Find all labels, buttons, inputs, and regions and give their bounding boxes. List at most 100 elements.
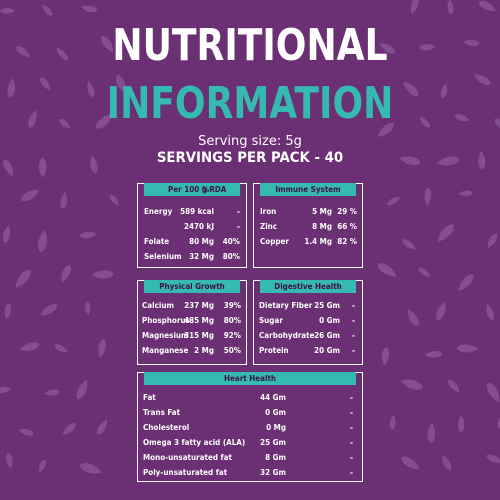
- leaf-decoration: [87, 81, 95, 98]
- leaf-decoration: [2, 225, 10, 243]
- leaf-decoration: [419, 116, 430, 128]
- nutrient-name: Mono-unsaturated fat: [143, 453, 232, 462]
- nutrient-name: Energy: [144, 207, 173, 216]
- leaf-decoration: [458, 190, 473, 197]
- leaf-decoration: [442, 454, 452, 471]
- title-information: INFORMATION: [106, 78, 394, 129]
- leaf-decoration: [56, 47, 68, 61]
- nutrient-name: Cholesterol: [143, 423, 190, 432]
- nutrient-amount: 0 Gm: [265, 408, 286, 417]
- table-row: Copper 1.4 Mg 82 %: [254, 235, 362, 249]
- leaf-decoration: [101, 36, 114, 53]
- nutrient-amount: 315 Mg: [184, 331, 214, 340]
- leaf-decoration: [109, 194, 120, 206]
- nutrient-rda: -: [350, 468, 353, 477]
- table-row: Phosphorus 485 Mg 80%: [138, 314, 246, 328]
- nutrient-rda: 40%: [222, 237, 240, 246]
- leaf-decoration: [98, 339, 106, 358]
- leaf-decoration: [79, 231, 98, 239]
- table-row: Dietary Fiber 25 Gm -: [254, 299, 362, 313]
- digestive-health-header: Digestive Health: [260, 280, 356, 293]
- leaf-decoration: [0, 8, 16, 14]
- leaf-decoration: [21, 190, 40, 202]
- leaf-decoration: [39, 459, 46, 473]
- leaf-decoration: [419, 44, 436, 51]
- table-row: Fat 44 Gm -: [138, 391, 362, 405]
- leaf-decoration: [381, 347, 390, 366]
- nutrient-name: Sugar: [259, 316, 283, 325]
- table-row: 2470 kJ -: [138, 220, 246, 234]
- leaf-decoration: [4, 303, 12, 320]
- nutrient-amount: 589 kcal: [180, 207, 214, 216]
- heart-health-header: Heart Health: [144, 372, 356, 385]
- digestive-health-table: Digestive Health Dietary Fiber 25 Gm - Suga…: [253, 280, 363, 365]
- leaf-decoration: [436, 156, 460, 166]
- leaf-decoration: [387, 197, 400, 206]
- nutrient-name: Carbohydrate: [259, 331, 315, 340]
- table-row: Protein 20 Gm -: [254, 344, 362, 358]
- energy-table-header: Per 100 g %RDA: [144, 183, 240, 196]
- leaf-decoration: [3, 159, 14, 177]
- nutrient-rda: -: [350, 423, 353, 432]
- leaf-decoration: [402, 239, 416, 250]
- nutrient-name: Calcium: [142, 301, 174, 310]
- nutrient-amount: 20 Gm: [314, 346, 340, 355]
- leaf-decoration: [418, 267, 431, 277]
- servings-per-pack: SERVINGS PER PACK - 40: [156, 150, 344, 166]
- leaf-decoration: [95, 113, 113, 129]
- leaf-decoration: [90, 155, 98, 174]
- leaf-decoration: [54, 344, 68, 353]
- leaf-decoration: [38, 157, 47, 178]
- leaf-decoration: [458, 415, 465, 433]
- leaf-decoration: [400, 379, 424, 390]
- leaf-decoration: [38, 230, 47, 253]
- leaf-decoration: [427, 422, 436, 444]
- heart-health-table: Heart Health Fat 44 Gm - Trans Fat 0 Gm - Chol…: [137, 372, 363, 482]
- table-row: Poly-unsaturated fat 32 Gm -: [138, 466, 362, 480]
- leaf-decoration: [62, 423, 76, 436]
- nutrient-amount: 32 Mg: [189, 252, 214, 261]
- nutrient-name: Dietary Fiber: [259, 301, 313, 310]
- leaf-decoration: [80, 5, 98, 13]
- table-row: Manganese 2 Mg 50%: [138, 344, 246, 358]
- nutrient-amount: 8 Mg: [312, 222, 332, 231]
- energy-table: Per 100 g %RDA Energy 589 kcal - 2470 kJ - Fo…: [137, 183, 247, 268]
- nutrient-name: Omega 3 fatty acid (ALA): [143, 438, 246, 447]
- leaf-decoration: [79, 463, 102, 474]
- nutrient-amount: 44 Gm: [260, 393, 286, 402]
- leaf-decoration: [497, 413, 500, 429]
- leaf-decoration: [379, 43, 395, 54]
- leaf-decoration: [487, 382, 500, 403]
- table-row: Magnesium 315 Mg 92%: [138, 329, 246, 343]
- nutrient-name: Folate: [144, 237, 170, 246]
- leaf-decoration: [494, 118, 500, 132]
- leaf-decoration: [447, 0, 454, 15]
- nutrient-rda: 66 %: [337, 222, 357, 231]
- leaf-decoration: [424, 351, 443, 358]
- nutrient-rda: -: [237, 222, 240, 231]
- table-row: Mono-unsaturated fat 8 Gm -: [138, 451, 362, 465]
- leaf-decoration: [401, 456, 420, 470]
- nutrient-amount: 1.4 Mg: [304, 237, 332, 246]
- table-row: Selenium 32 Mg 80%: [138, 250, 246, 264]
- leaf-decoration: [96, 419, 108, 435]
- leaf-decoration: [463, 39, 480, 47]
- nutrient-amount: 0 Gm: [319, 316, 340, 325]
- table-row: Carbohydrate 26 Gm -: [254, 329, 362, 343]
- nutrient-name: Poly-unsaturated fat: [143, 468, 228, 477]
- leaf-decoration: [40, 304, 58, 316]
- leaf-decoration: [116, 74, 126, 94]
- leaf-decoration: [458, 274, 474, 292]
- leaf-decoration: [389, 414, 396, 430]
- leaf-decoration: [15, 269, 31, 289]
- nutrient-amount: 26 Gm: [314, 331, 340, 340]
- table-row: Zinc 8 Mg 66 %: [254, 220, 362, 234]
- title-nutritional: NUTRITIONAL: [112, 20, 388, 71]
- leaf-decoration: [6, 452, 13, 469]
- nutrient-amount: 0 Mg: [266, 423, 286, 432]
- nutrient-name: Iron: [260, 207, 277, 216]
- leaf-decoration: [437, 224, 454, 242]
- leaf-decoration: [399, 156, 421, 166]
- table-row: Omega 3 fatty acid (ALA) 25 Gm -: [138, 436, 362, 450]
- table-row: Sugar 0 Gm -: [254, 314, 362, 328]
